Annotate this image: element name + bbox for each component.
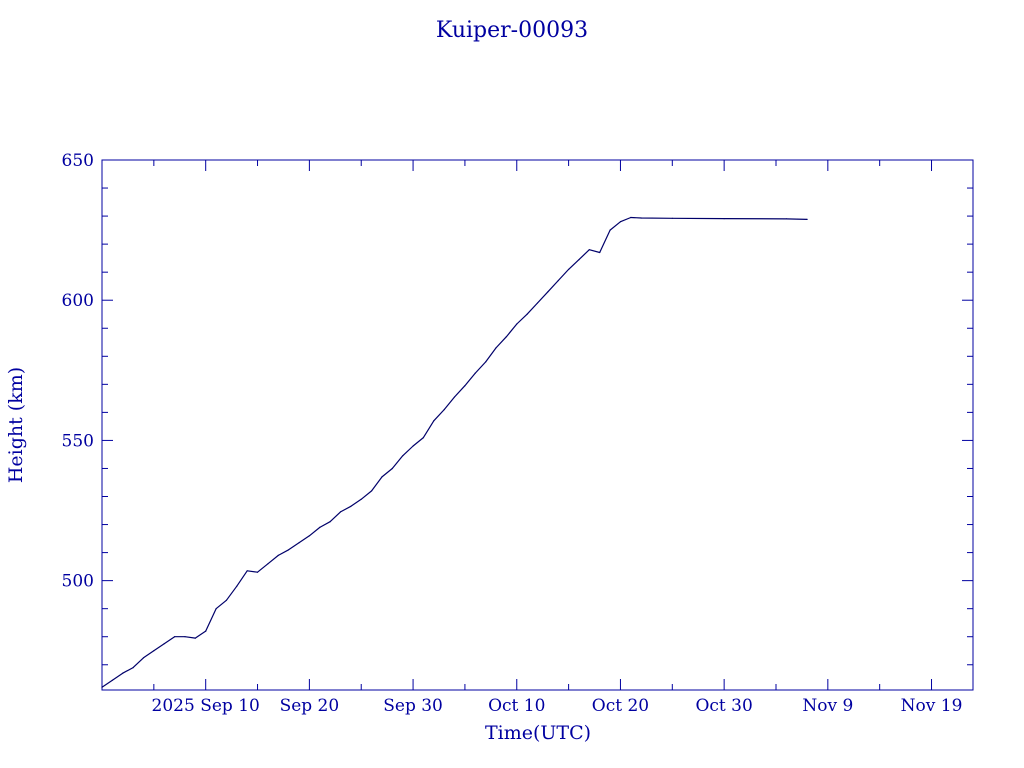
height-series-line bbox=[101, 216, 808, 688]
x-tick-label: Sep 20 bbox=[280, 696, 340, 716]
axis-ticks bbox=[101, 159, 973, 690]
data-point bbox=[360, 498, 362, 500]
data-point bbox=[215, 608, 217, 610]
data-point bbox=[671, 217, 673, 219]
data-point bbox=[599, 251, 601, 254]
data-point bbox=[640, 217, 642, 219]
data-point bbox=[225, 599, 227, 601]
data-point bbox=[184, 636, 186, 638]
y-tick-label: 600 bbox=[62, 291, 94, 311]
x-tick-label: Sep 30 bbox=[383, 696, 443, 716]
data-point bbox=[236, 585, 238, 587]
series-layer bbox=[101, 216, 808, 688]
data-point bbox=[568, 268, 570, 270]
x-tick-label: 2025 Sep 10 bbox=[152, 696, 260, 716]
data-point bbox=[205, 630, 207, 632]
data-point bbox=[536, 302, 539, 304]
data-point bbox=[619, 221, 622, 223]
data-point bbox=[319, 526, 321, 529]
data-point bbox=[723, 218, 725, 220]
data-point bbox=[153, 650, 155, 652]
data-point bbox=[464, 385, 466, 387]
x-tick-label: Nov 19 bbox=[901, 696, 963, 716]
data-point bbox=[412, 445, 414, 447]
chart-title: Kuiper-00093 bbox=[436, 18, 588, 43]
y-axis-label: Height (km) bbox=[5, 367, 27, 483]
plot-frame bbox=[101, 159, 974, 691]
tick-labels: 500 550 600 650 2025 Sep 10 Sep 20 Sep 30 Oct 1… bbox=[62, 151, 963, 716]
data-point bbox=[329, 521, 331, 523]
data-point bbox=[308, 535, 310, 537]
data-point bbox=[246, 570, 248, 572]
data-point bbox=[101, 686, 103, 688]
x-tick-label: Nov 9 bbox=[802, 696, 853, 716]
data-point bbox=[516, 323, 518, 325]
data-point bbox=[339, 511, 342, 513]
data-point bbox=[142, 657, 145, 659]
data-point bbox=[256, 571, 259, 573]
data-point bbox=[267, 563, 269, 565]
y-tick-label: 500 bbox=[62, 572, 94, 592]
data-point bbox=[381, 476, 383, 478]
data-point bbox=[288, 549, 290, 551]
data-point bbox=[132, 667, 134, 669]
x-tick-label: Oct 30 bbox=[695, 696, 752, 716]
data-point bbox=[505, 336, 507, 338]
data-point bbox=[547, 291, 549, 293]
data-point bbox=[391, 467, 393, 470]
data-point bbox=[588, 249, 590, 251]
data-point bbox=[557, 280, 559, 282]
data-point bbox=[174, 636, 176, 638]
x-axis-label: Time(UTC) bbox=[485, 722, 591, 744]
data-point bbox=[194, 637, 196, 639]
data-point bbox=[422, 437, 424, 439]
data-point bbox=[578, 259, 580, 261]
data-point bbox=[433, 420, 435, 422]
data-point bbox=[298, 542, 300, 544]
x-tick-label: Oct 10 bbox=[488, 696, 545, 716]
data-point bbox=[609, 229, 611, 231]
y-tick-label: 550 bbox=[62, 431, 94, 451]
data-point bbox=[474, 372, 476, 374]
data-point bbox=[111, 679, 113, 681]
data-point bbox=[277, 554, 279, 557]
data-point bbox=[806, 218, 808, 220]
data-point bbox=[630, 216, 632, 219]
x-tick-label: Oct 20 bbox=[592, 696, 649, 716]
data-point bbox=[526, 313, 528, 315]
data-point bbox=[453, 396, 456, 398]
data-point bbox=[371, 490, 373, 492]
data-point bbox=[163, 643, 165, 645]
data-point bbox=[122, 672, 124, 674]
data-point bbox=[785, 218, 788, 220]
data-point bbox=[402, 455, 404, 457]
data-point bbox=[495, 347, 497, 349]
data-point bbox=[350, 505, 352, 507]
data-point bbox=[485, 361, 487, 363]
data-point bbox=[443, 409, 445, 411]
y-tick-label: 650 bbox=[62, 151, 94, 171]
